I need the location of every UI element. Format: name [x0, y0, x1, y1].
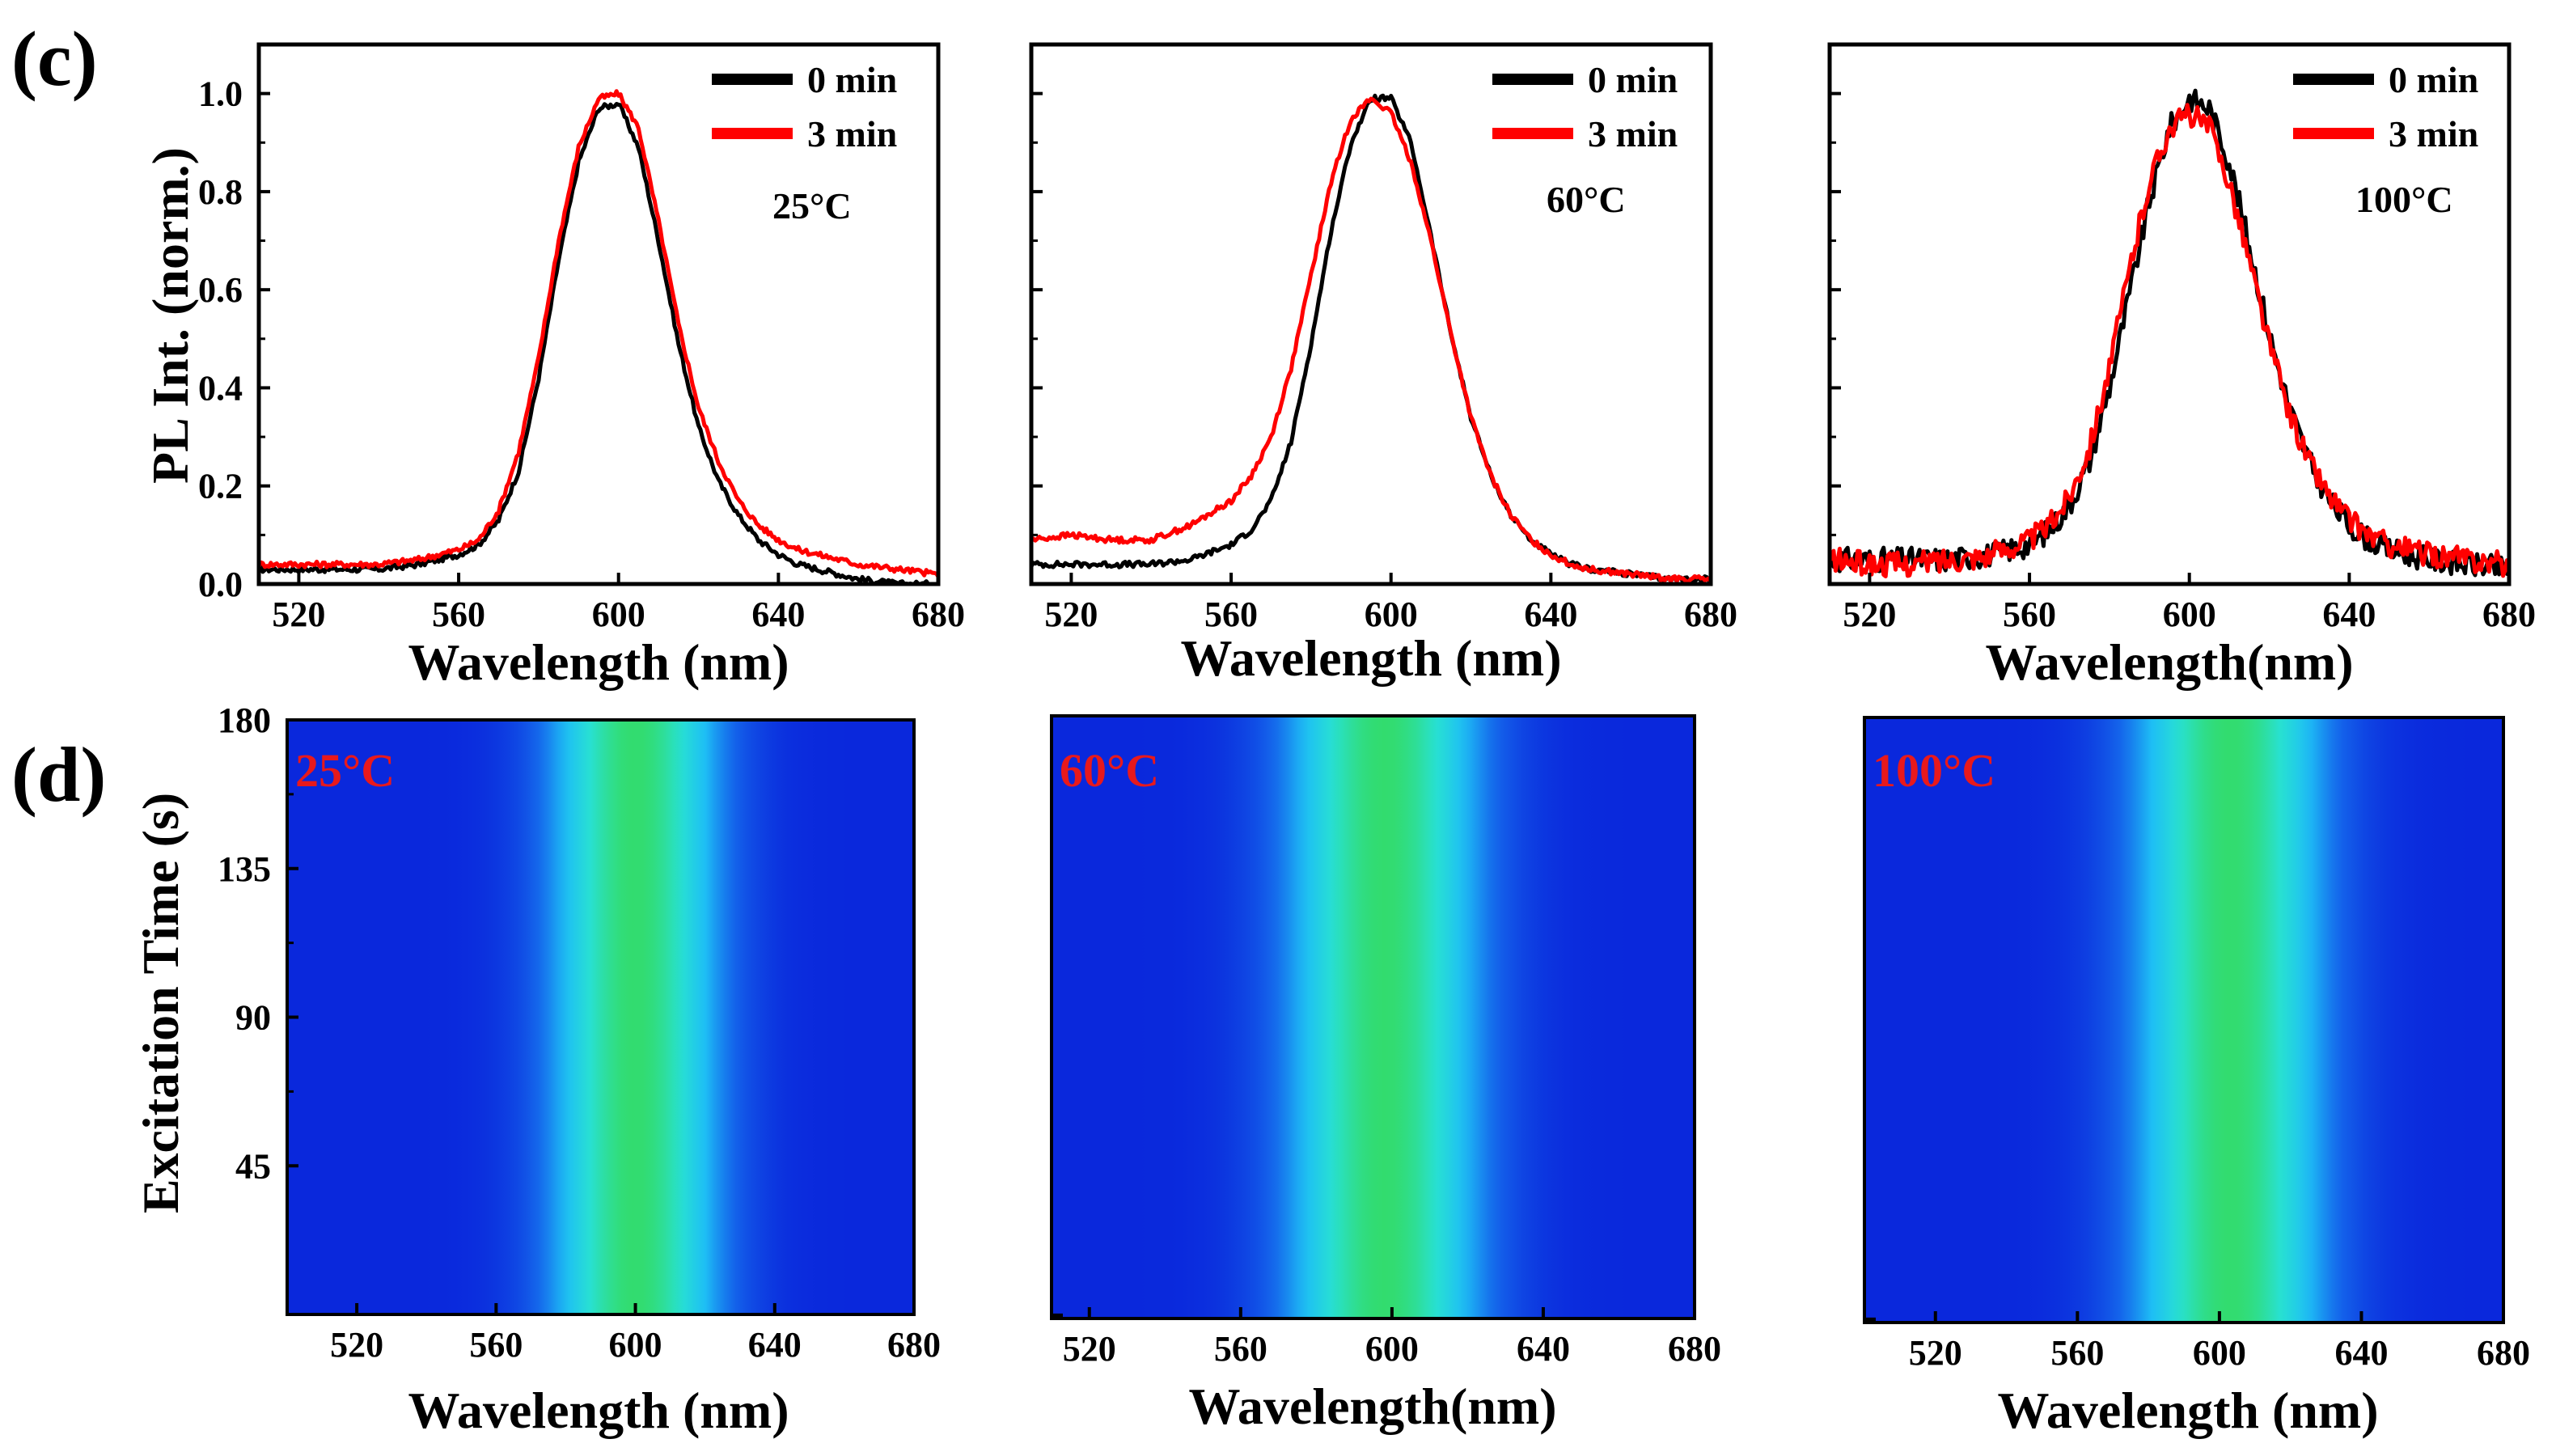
y-axis-title: Excitation Time (s) — [132, 793, 189, 1213]
x-tick-label: 520 — [330, 1325, 383, 1365]
x-tick-label: 600 — [1365, 1329, 1419, 1369]
heatmap-image — [1052, 716, 1695, 1318]
series-line-3min — [1827, 103, 2512, 578]
x-tick-label: 520 — [1044, 595, 1098, 634]
y-tick-label: 90 — [235, 998, 271, 1038]
temperature-annotation: 25°C — [295, 744, 395, 797]
x-tick-label: 520 — [1063, 1329, 1116, 1369]
x-tick-label: 560 — [469, 1325, 523, 1365]
x-tick-label: 600 — [2163, 595, 2216, 634]
x-tick-label: 560 — [1204, 595, 1258, 634]
heatmap-d-25C: 520 560 600 640 680 45 90 135 180 25°C Wavelengt… — [132, 700, 941, 1439]
x-tick-label: 600 — [1365, 595, 1418, 634]
heatmap-image — [287, 720, 914, 1314]
plot-frame — [1827, 42, 2512, 586]
temperature-annotation: 25°C — [772, 185, 852, 226]
y-tick-label: 0.0 — [198, 565, 243, 604]
temperature-annotation: 60°C — [1547, 179, 1626, 220]
temperature-annotation: 60°C — [1060, 744, 1159, 797]
x-axis-title: Wavelength (nm) — [408, 1382, 789, 1439]
y-tick-label: 0.6 — [198, 270, 243, 310]
x-tick-label: 520 — [1843, 595, 1896, 634]
tick-layer: 520 560 600 640 680 — [1864, 1311, 2530, 1373]
series-line-0min — [258, 102, 938, 586]
y-axis-title: PL Int. (norm.) — [142, 147, 199, 484]
legend-label-0min: 0 min — [2389, 59, 2478, 100]
x-tick-label: 560 — [1214, 1329, 1267, 1369]
tick-layer: 520 560 600 640 680 45 90 135 180 — [218, 700, 941, 1365]
x-tick-label: 560 — [2050, 1333, 2104, 1373]
x-tick-label: 640 — [2322, 595, 2376, 634]
x-tick-label: 680 — [912, 595, 965, 634]
y-tick-label: 1.0 — [198, 74, 243, 114]
tick-layer: 520 560 600 640 680 — [1052, 1307, 1721, 1369]
y-tick-label: 0.2 — [198, 467, 243, 506]
plot-c-60C: 520 560 600 640 680 0 min 3 min 60°C Wavelen… — [1029, 42, 1737, 687]
legend-label-0min: 0 min — [1588, 59, 1678, 100]
x-tick-label: 680 — [1668, 1329, 1721, 1369]
y-tick-label: 45 — [235, 1146, 271, 1186]
x-tick-label: 680 — [2477, 1333, 2530, 1373]
x-tick-label: 680 — [887, 1325, 941, 1365]
x-tick-label: 560 — [2003, 595, 2056, 634]
x-tick-label: 640 — [751, 595, 805, 634]
tick-layer: 520 560 600 640 680 0.0 0.2 0.4 0.6 0.8 1.0 — [198, 74, 965, 634]
x-axis-title: Wavelength (nm) — [1180, 629, 1561, 687]
x-tick-label: 560 — [432, 595, 485, 634]
plot-c-100C: 520 560 600 640 680 0 min 3 min 100°C Wavele… — [1827, 42, 2536, 691]
x-axis-title: Wavelength(nm) — [1188, 1378, 1556, 1435]
x-tick-label: 600 — [609, 1325, 662, 1365]
x-axis-title: Wavelength(nm) — [1985, 633, 2353, 691]
legend-label-3min: 3 min — [2389, 113, 2478, 154]
x-tick-label: 680 — [1684, 595, 1737, 634]
x-tick-label: 520 — [272, 595, 325, 634]
x-tick-label: 640 — [1517, 1329, 1570, 1369]
series-line-3min — [1030, 96, 1713, 584]
x-tick-label: 600 — [592, 595, 645, 634]
tick-layer: 520 560 600 640 680 — [1031, 91, 1737, 634]
x-tick-label: 520 — [1909, 1333, 1962, 1373]
y-tick-label: 180 — [218, 700, 271, 740]
legend-label-3min: 3 min — [807, 113, 897, 154]
y-tick-label: 0.8 — [198, 172, 243, 212]
series-line-3min — [256, 89, 941, 578]
panel-label-d: (d) — [11, 731, 106, 818]
plot-frame — [1029, 42, 1713, 586]
temperature-annotation: 100°C — [2355, 179, 2453, 220]
plot-frame — [256, 42, 941, 586]
series-layer — [256, 89, 941, 586]
legend-label-0min: 0 min — [807, 59, 897, 100]
y-tick-label: 0.4 — [198, 368, 243, 408]
heatmap-d-100C: 520 560 600 640 680 100°C Wavelength (nm) — [1863, 716, 2530, 1439]
series-layer — [1827, 88, 2512, 578]
heatmap-image — [1864, 717, 2503, 1323]
series-line-0min — [1029, 93, 1712, 584]
x-tick-label: 600 — [2193, 1333, 2246, 1373]
series-layer — [1029, 93, 1713, 584]
x-axis-title: Wavelength (nm) — [1997, 1382, 2378, 1439]
series-line-0min — [1827, 88, 2512, 578]
x-tick-label: 640 — [2334, 1333, 2388, 1373]
tick-layer: 520 560 600 640 680 — [1830, 91, 2536, 634]
temperature-annotation: 100°C — [1873, 744, 1995, 797]
plot-frame — [1863, 716, 2505, 1324]
y-tick-label: 135 — [218, 849, 271, 889]
x-axis-title: Wavelength (nm) — [408, 633, 789, 691]
heatmap-d-60C: 520 560 600 640 680 60°C Wavelength(nm) — [1050, 714, 1721, 1435]
panel-label-c: (c) — [11, 15, 98, 102]
x-tick-label: 640 — [1524, 595, 1577, 634]
plot-frame — [1050, 714, 1696, 1320]
x-tick-label: 680 — [2482, 595, 2536, 634]
x-tick-label: 640 — [748, 1325, 802, 1365]
legend-label-3min: 3 min — [1588, 113, 1678, 154]
